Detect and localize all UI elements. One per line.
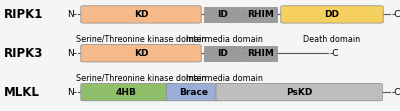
Text: Intermedia domain: Intermedia domain [186,74,262,83]
Text: MLKL: MLKL [4,86,40,99]
FancyBboxPatch shape [81,83,171,101]
Text: ID: ID [218,49,228,58]
Text: 4HB: 4HB [116,88,136,97]
Text: KD: KD [134,10,148,19]
FancyBboxPatch shape [243,46,277,61]
Text: RIPK1: RIPK1 [4,8,43,21]
Text: Serine/Threonine kinase domain: Serine/Threonine kinase domain [76,35,206,44]
Text: N-: N- [67,88,77,97]
Text: N-: N- [67,49,77,58]
Text: Serine/Threonine kinase domain: Serine/Threonine kinase domain [76,74,206,83]
Text: DD: DD [324,10,340,19]
Text: Death domain: Death domain [304,35,360,44]
Text: KD: KD [134,49,148,58]
Text: -C: -C [391,88,400,97]
FancyBboxPatch shape [204,46,242,61]
Text: Intermedia domain: Intermedia domain [186,35,262,44]
FancyBboxPatch shape [166,83,221,101]
Text: PsKD: PsKD [286,88,312,97]
Text: -C: -C [391,10,400,19]
Text: -C: -C [329,49,339,58]
FancyBboxPatch shape [81,45,201,62]
FancyBboxPatch shape [81,6,201,23]
FancyBboxPatch shape [216,83,382,101]
Text: N-: N- [67,10,77,19]
FancyBboxPatch shape [243,7,277,22]
Text: RIPK3: RIPK3 [4,47,43,60]
FancyBboxPatch shape [281,6,383,23]
Text: RHIM: RHIM [247,10,274,19]
Text: Brace: Brace [179,88,208,97]
FancyBboxPatch shape [204,7,242,22]
Text: ID: ID [218,10,228,19]
Text: RHIM: RHIM [247,49,274,58]
